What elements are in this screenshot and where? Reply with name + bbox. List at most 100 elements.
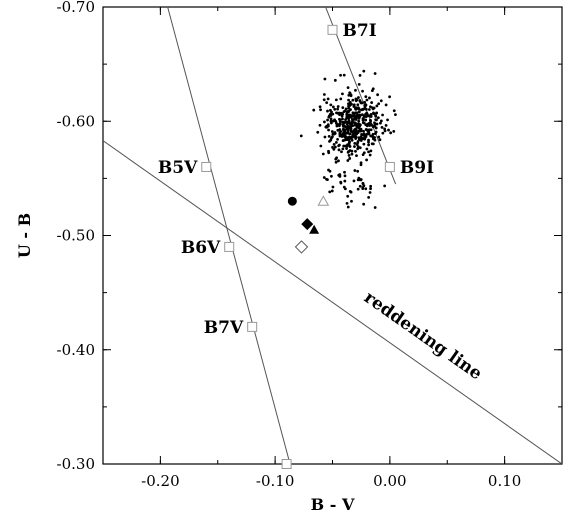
cluster-star-point — [354, 118, 358, 121]
cluster-star-point — [367, 140, 370, 144]
cluster-star-point — [338, 174, 342, 178]
cluster-star-point — [367, 128, 370, 132]
cluster-star-point — [334, 160, 338, 164]
cluster-star-point — [335, 111, 338, 115]
x-tick-label: 0.10 — [488, 472, 521, 490]
cluster-star-point — [338, 134, 342, 138]
cluster-star-point — [356, 187, 360, 191]
cluster-star-point — [322, 93, 326, 96]
cluster-star-point — [357, 124, 361, 128]
cluster-star-point — [371, 107, 375, 111]
cluster-star-point — [346, 159, 350, 162]
cluster-star-point — [368, 96, 371, 100]
cluster-star-point — [342, 73, 346, 77]
cluster-star-point — [327, 128, 330, 132]
cluster-star-point — [346, 143, 349, 147]
cluster-star-point — [365, 98, 369, 102]
y-tick-label: -0.40 — [57, 341, 95, 359]
cluster-star-point — [339, 180, 343, 184]
cluster-star-point — [367, 108, 371, 111]
cluster-star-point — [355, 114, 359, 118]
cluster-star-point — [345, 147, 348, 150]
cluster-star-point — [365, 124, 369, 128]
cluster-star-point — [368, 153, 372, 157]
cluster-star-point — [343, 109, 347, 113]
x-tick-label: -0.20 — [141, 472, 179, 490]
cluster-star-point — [312, 108, 316, 112]
cluster-star-point — [361, 153, 365, 157]
cluster-star-point — [373, 138, 377, 142]
cluster-star-point — [348, 91, 352, 95]
cluster-star-point — [353, 141, 357, 145]
cluster-star-point — [363, 137, 366, 141]
dwarf-reference-point — [247, 321, 258, 332]
cluster-star-point — [339, 130, 343, 133]
cluster-star-point — [326, 118, 329, 122]
cluster-star-point — [370, 101, 374, 104]
cluster-star-point — [362, 121, 366, 125]
axes: -0.20 -0.10 0.00 0.10 -0.70 -0.60 -0.50 -0.40 -0… — [57, 0, 563, 490]
sequence-lines — [103, 7, 562, 464]
cluster-star-point — [383, 184, 387, 188]
cluster-star-point — [340, 150, 343, 154]
cluster-star-point — [327, 134, 331, 138]
cluster-star-point — [354, 127, 357, 131]
cluster-star-point — [327, 168, 330, 172]
cluster-star-point — [329, 108, 332, 112]
cluster-star-point — [389, 131, 393, 135]
cluster-star-point — [353, 169, 357, 172]
cluster-star-point — [374, 130, 378, 134]
filled-diamond-marker — [301, 218, 314, 231]
cluster-star-point — [351, 133, 355, 137]
plot-frame — [102, 6, 563, 465]
cluster-star-point — [343, 121, 347, 125]
cluster-star-point — [341, 147, 345, 151]
cluster-star-point — [373, 206, 377, 209]
cluster-star-point — [381, 131, 385, 135]
cluster-star-point — [346, 205, 350, 209]
cluster-star-point — [379, 121, 382, 125]
cluster-star-point — [386, 118, 389, 122]
cluster-star-point — [332, 147, 336, 151]
cluster-star-point — [374, 126, 378, 130]
cluster-star-point — [334, 140, 338, 144]
cluster-star-point — [364, 118, 368, 122]
cluster-star-point — [347, 154, 351, 157]
cluster-star-point — [364, 187, 368, 191]
cluster-star-point — [365, 158, 368, 162]
cluster-star-point — [357, 110, 361, 114]
cluster-star-point — [337, 123, 340, 126]
cluster-star-point — [357, 96, 360, 99]
cluster-star-point — [343, 179, 347, 183]
x-tick-label: -0.10 — [256, 472, 294, 490]
cluster-star-point — [381, 113, 384, 117]
filled-triangle-marker — [309, 224, 320, 234]
dwarf-reference-point — [281, 459, 292, 469]
cluster-star-point — [358, 184, 362, 188]
cluster-star-point — [347, 103, 351, 107]
cluster-star-point — [369, 187, 372, 191]
cluster-star-point — [363, 100, 367, 104]
cluster-star-point — [341, 133, 345, 136]
cluster-star-point — [349, 94, 353, 98]
supergiant-reference-point — [327, 24, 338, 35]
cluster-star-point — [346, 110, 350, 113]
cluster-star-point — [353, 131, 357, 135]
cluster-star-point — [331, 185, 335, 189]
cluster-star-point — [336, 107, 340, 111]
cluster-star-point — [343, 129, 347, 133]
cluster-star-point — [341, 117, 344, 121]
cluster-star-point — [384, 103, 388, 107]
cluster-star-point — [330, 174, 333, 178]
cluster-star-point — [343, 134, 347, 138]
cluster-star-point — [366, 132, 369, 136]
cluster-star-point — [356, 178, 360, 182]
cluster-star-point — [329, 103, 333, 107]
cluster-star-point — [367, 150, 370, 154]
dwarf-point-label: B5V — [158, 158, 198, 178]
cluster-star-point — [344, 118, 347, 122]
cluster-star-point — [322, 176, 326, 179]
cluster-star-point — [361, 187, 365, 191]
cluster-star-point — [341, 139, 345, 142]
cluster-star-point — [337, 159, 340, 163]
